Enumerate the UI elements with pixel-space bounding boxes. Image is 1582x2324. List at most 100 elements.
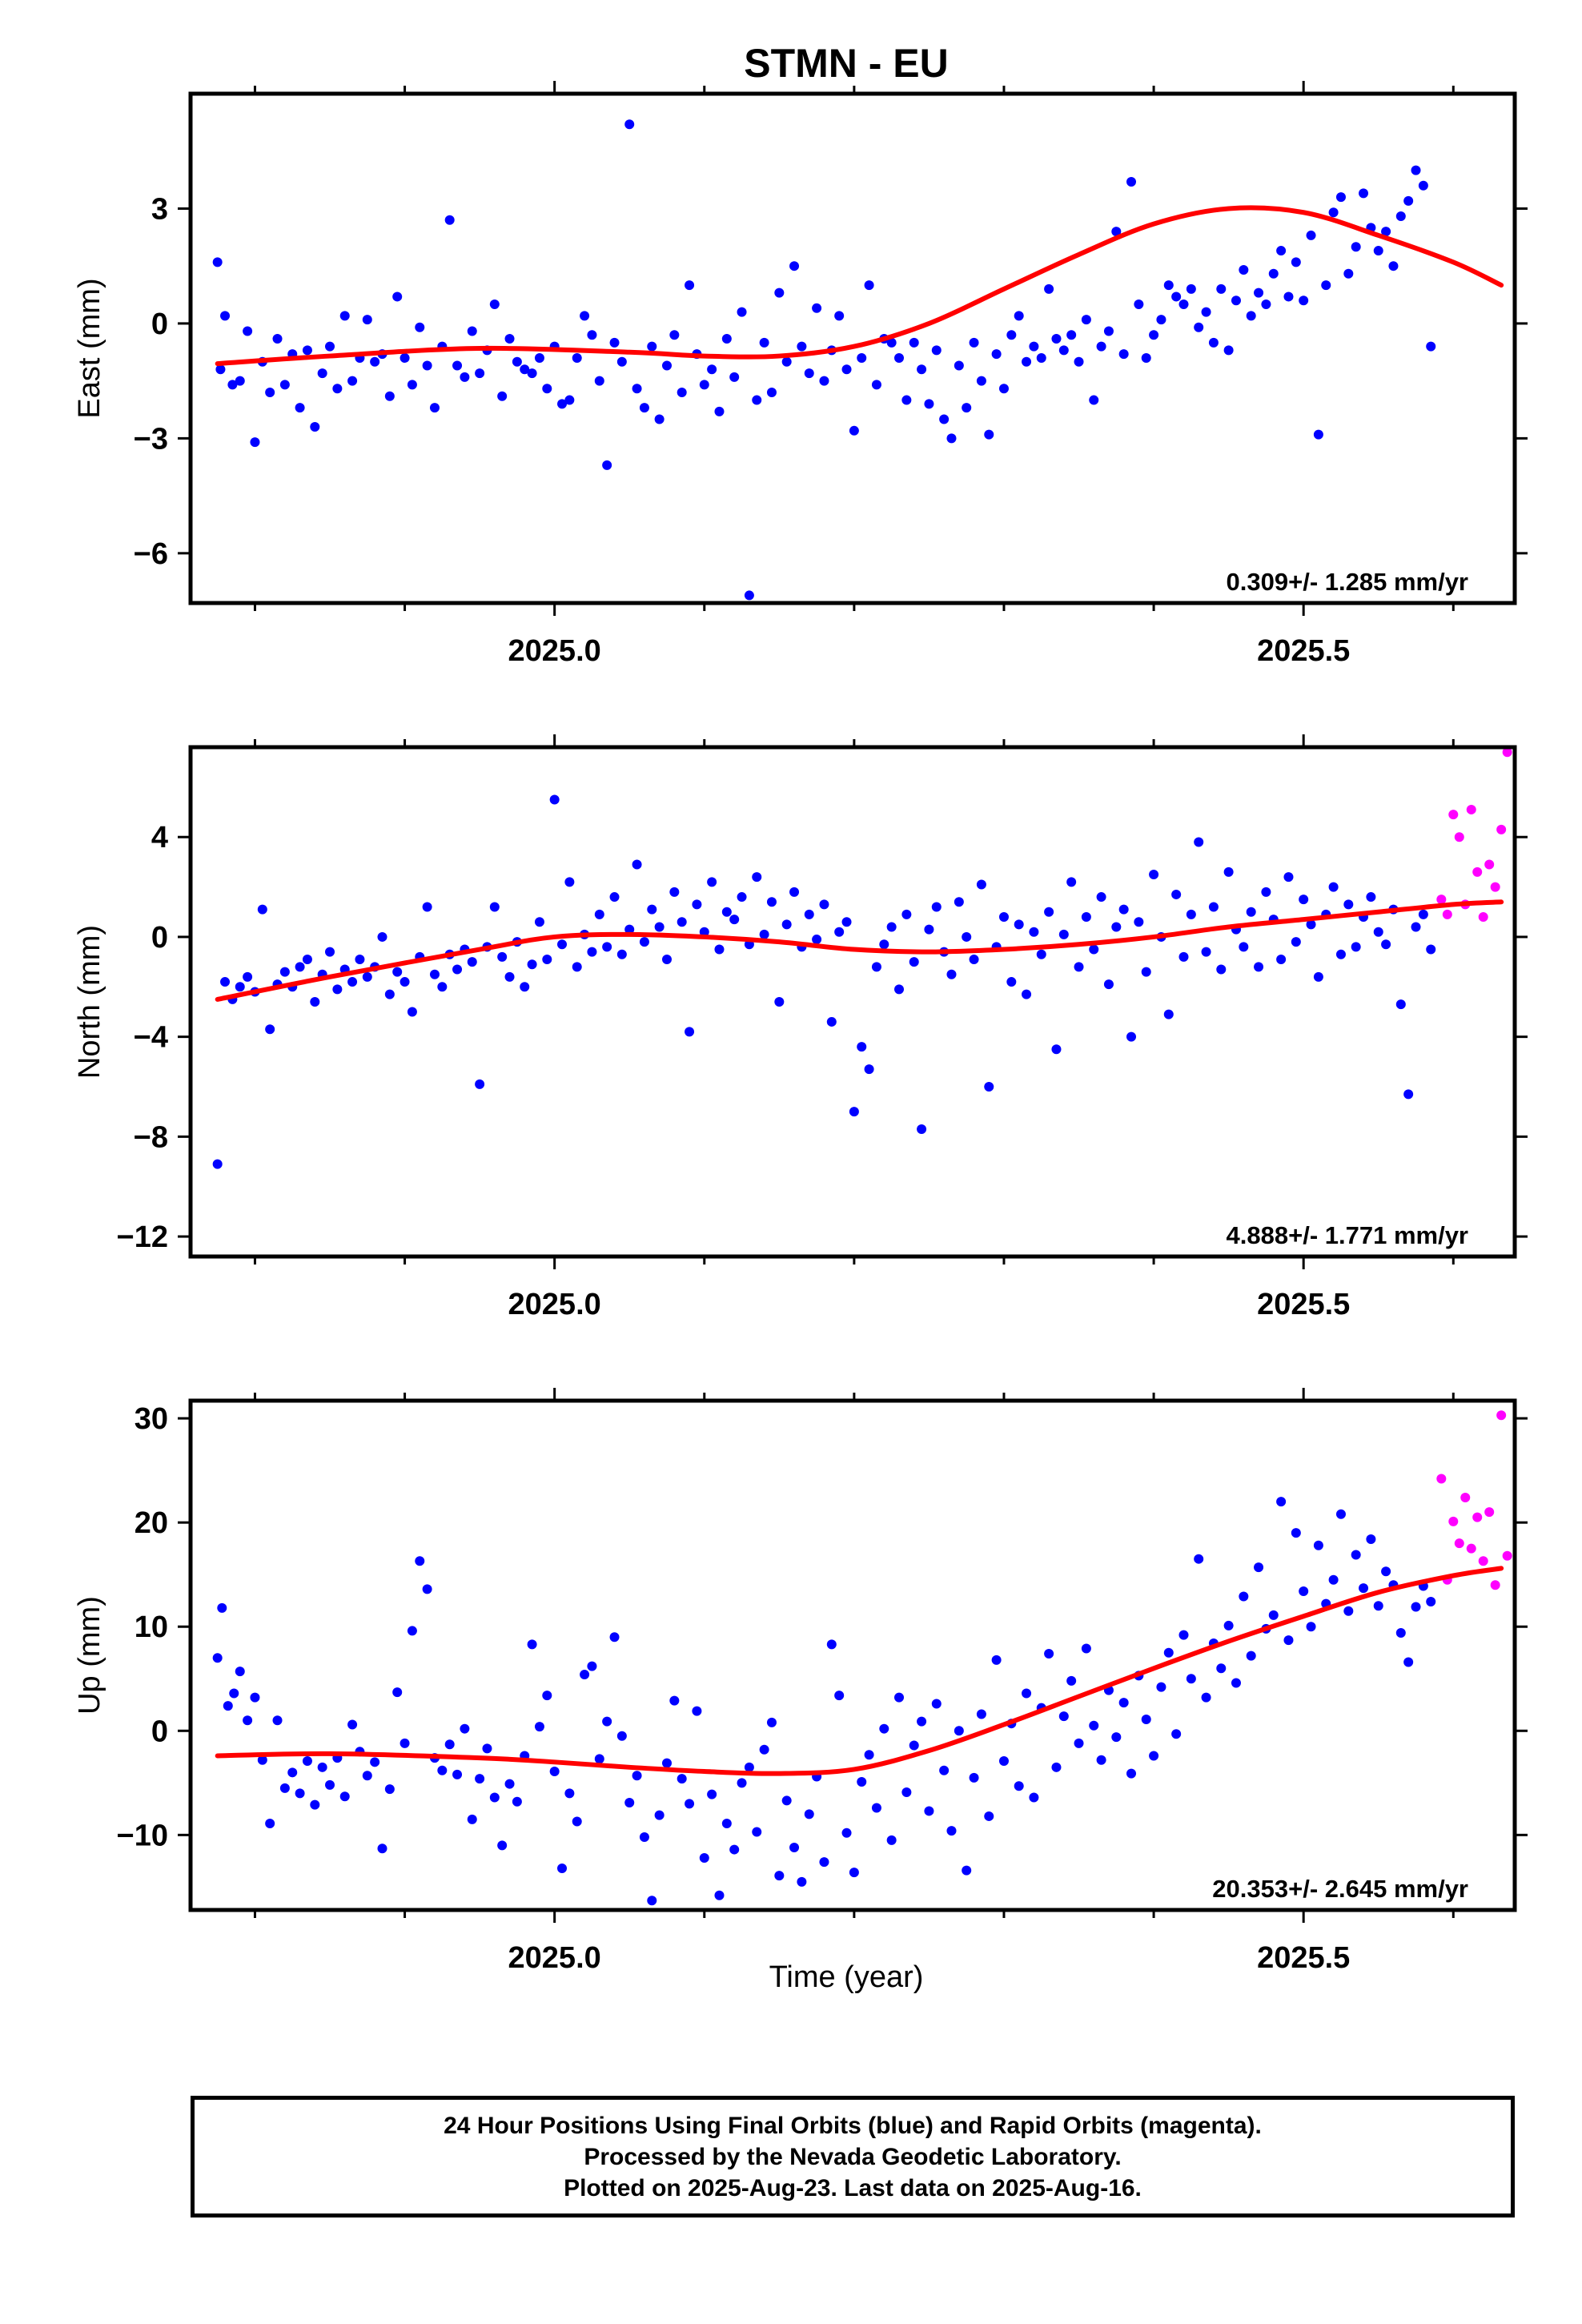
rapid-orbit-point (1448, 810, 1459, 820)
final-orbit-point (976, 376, 986, 386)
footer-line-processed: Processed by the Nevada Geodetic Laborat… (584, 2143, 1122, 2170)
final-orbit-point (594, 376, 604, 386)
final-orbit-point (520, 982, 530, 992)
final-orbit-point (894, 1692, 905, 1703)
final-orbit-point (400, 352, 410, 363)
final-orbit-point (1103, 979, 1114, 990)
final-orbit-point (1029, 341, 1039, 352)
final-orbit-point (587, 330, 597, 340)
final-orbit-point (954, 1726, 964, 1736)
final-orbit-point (954, 897, 964, 907)
final-orbit-point (1022, 989, 1032, 999)
final-orbit-point (1194, 1554, 1204, 1564)
final-orbit-point (557, 399, 568, 409)
final-orbit-point (512, 356, 522, 367)
final-orbit-point (984, 1082, 994, 1092)
final-orbit-point (467, 1814, 477, 1824)
final-orbit-point (407, 1626, 417, 1636)
final-orbit-point (677, 917, 687, 927)
final-orbit-point (857, 352, 867, 363)
final-orbit-point (917, 364, 927, 375)
final-orbit-point (392, 1687, 403, 1698)
final-orbit-point (1239, 1591, 1249, 1602)
rapid-orbit-point (1436, 895, 1447, 905)
rate-label: 0.309+/- 1.285 mm/yr (1227, 568, 1468, 596)
final-orbit-point (1096, 892, 1106, 903)
final-orbit-point (437, 982, 448, 992)
final-orbit-point (729, 915, 740, 925)
final-orbit-point (998, 912, 1009, 922)
final-orbit-point (1066, 1675, 1077, 1686)
final-orbit-point (766, 387, 777, 397)
final-orbit-point (654, 1810, 665, 1820)
final-orbit-point (1223, 1620, 1234, 1630)
final-orbit-point (415, 322, 425, 332)
final-orbit-point (1178, 300, 1189, 310)
final-orbit-point (714, 1890, 725, 1900)
final-orbit-point (580, 1670, 590, 1680)
final-orbit-point (774, 287, 785, 298)
final-orbit-point (1014, 919, 1024, 930)
x-tick-label: 2025.5 (1257, 634, 1350, 668)
final-orbit-point (1074, 356, 1084, 367)
final-orbit-point (512, 1796, 522, 1807)
final-orbit-point (223, 1701, 233, 1711)
footer-line-plotted: Plotted on 2025-Aug-23. Last data on 202… (564, 2174, 1142, 2201)
final-orbit-point (737, 1778, 747, 1788)
final-orbit-point (879, 939, 889, 950)
final-orbit-point (534, 352, 544, 363)
east-panel: 2025.0 2025.5 3 0 −3 −6 East (mm) 0.309+/- 1.28… (73, 81, 1528, 668)
final-orbit-point (1051, 1762, 1062, 1772)
final-orbit-point (707, 364, 717, 375)
y-axis-label: Up (mm) (73, 1596, 106, 1715)
final-orbit-point (797, 341, 807, 352)
final-orbit-point (969, 337, 979, 348)
final-orbit-point (1074, 962, 1084, 972)
final-orbit-point (1306, 919, 1316, 930)
plot-frame (188, 1398, 1517, 1912)
final-orbit-point (1163, 280, 1174, 291)
final-orbit-point (1239, 264, 1249, 275)
final-orbit-point (759, 337, 769, 348)
final-orbit-point (1306, 1622, 1316, 1632)
final-orbit-point (766, 897, 777, 907)
final-orbit-point (572, 1816, 582, 1827)
final-orbit-point (819, 376, 829, 386)
final-orbit-point (647, 341, 657, 352)
final-orbit-point (332, 984, 343, 995)
final-orbit-point (429, 403, 440, 413)
final-orbit-point (1058, 345, 1069, 356)
final-orbit-point (1103, 326, 1114, 336)
final-orbit-point (721, 334, 732, 344)
final-orbit-point (1081, 912, 1091, 922)
final-orbit-point (497, 1840, 508, 1851)
final-orbit-point (661, 955, 672, 964)
final-orbit-point (1306, 230, 1316, 240)
final-orbit-point (1246, 311, 1256, 321)
final-orbit-point (685, 280, 695, 291)
final-orbit-point (272, 1715, 283, 1726)
final-orbit-point (415, 1556, 425, 1566)
final-orbit-point (347, 1719, 358, 1730)
final-orbit-point (1291, 1528, 1301, 1538)
final-orbit-point (1359, 1583, 1369, 1594)
final-orbit-point (257, 1755, 267, 1765)
final-orbit-point (1276, 1497, 1287, 1507)
final-orbit-point (1299, 1586, 1309, 1597)
final-orbit-point (632, 859, 642, 870)
final-orbit-point (677, 1774, 687, 1784)
final-orbit-point (475, 1774, 485, 1784)
final-orbit-point (339, 311, 350, 321)
final-orbit-point (1223, 345, 1234, 356)
rate-label: 4.888+/- 1.771 mm/yr (1227, 1221, 1468, 1249)
final-orbit-point (1066, 877, 1077, 887)
final-orbit-point (243, 1715, 253, 1726)
final-orbit-point (355, 955, 365, 964)
rapid-orbit-point (1436, 1474, 1447, 1484)
rapid-orbit-point (1502, 1550, 1512, 1561)
final-orbit-point (400, 977, 410, 987)
final-orbit-point (1126, 1031, 1137, 1042)
final-orbit-point (444, 1739, 455, 1750)
final-orbit-point (654, 922, 665, 932)
final-orbit-point (669, 1695, 680, 1706)
